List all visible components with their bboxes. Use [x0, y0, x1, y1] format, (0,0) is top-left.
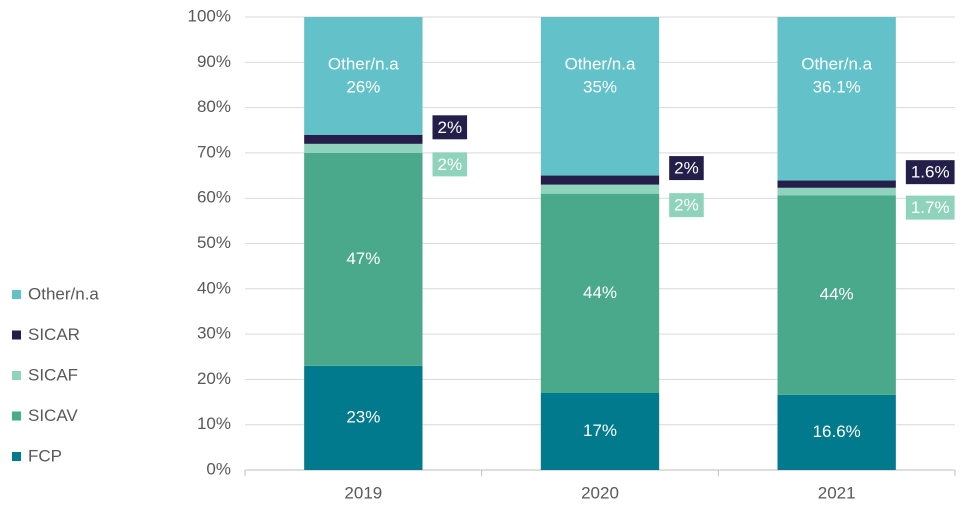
data-label: 47%	[346, 249, 380, 268]
series-name-label: Other/n.a	[565, 54, 636, 73]
y-tick-label: 0%	[206, 459, 231, 478]
y-tick-label: 20%	[197, 369, 231, 388]
data-label: 1.6%	[911, 163, 950, 182]
y-tick-label: 10%	[197, 414, 231, 433]
data-label: 23%	[346, 407, 380, 426]
y-tick-label: 50%	[197, 233, 231, 252]
bar-segment	[304, 143, 423, 153]
bar-segment	[777, 394, 896, 470]
series-name-label: Other/n.a	[328, 54, 399, 73]
bar-segment	[777, 195, 896, 395]
legend-swatch	[12, 411, 21, 421]
data-label: 36.1%	[813, 77, 861, 96]
legend-label: SICAR	[28, 325, 80, 344]
series-name-label: Other/n.a	[801, 54, 872, 73]
data-label: 2%	[674, 196, 699, 215]
bar-segment	[540, 184, 660, 194]
bar-segment	[540, 392, 660, 470]
y-tick-label: 30%	[197, 324, 231, 343]
legend-swatch	[12, 452, 21, 461]
bar-segment	[304, 134, 423, 144]
x-tick-label: 2021	[818, 483, 856, 502]
bar-segment	[540, 193, 660, 393]
data-label: 17%	[583, 421, 617, 440]
x-tick-label: 2019	[344, 483, 382, 502]
legend-label: FCP	[28, 446, 62, 465]
data-label: 1.7%	[911, 198, 950, 217]
data-label: 16.6%	[813, 422, 861, 441]
x-tick-label: 2020	[581, 483, 619, 502]
legend-label: Other/n.a	[28, 284, 99, 303]
legend-swatch	[12, 290, 21, 299]
y-tick-label: 40%	[197, 278, 231, 297]
bar-segment	[304, 365, 423, 470]
data-label-box	[432, 115, 468, 140]
data-label-box	[669, 193, 704, 218]
data-label: 35%	[583, 77, 617, 96]
data-label: 2%	[674, 159, 699, 178]
y-tick-label: 70%	[197, 142, 231, 161]
bar-segment	[777, 180, 896, 188]
legend-swatch	[12, 330, 21, 340]
bar-segment	[540, 17, 660, 176]
y-tick-label: 90%	[197, 52, 231, 71]
legend-label: SICAF	[28, 365, 78, 384]
y-tick-label: 60%	[197, 188, 231, 207]
data-label: 44%	[820, 285, 854, 304]
bar-segment	[304, 17, 423, 135]
data-label-box	[905, 195, 955, 220]
bar-segment	[304, 152, 423, 366]
bar-segment	[777, 17, 896, 181]
data-label: 44%	[583, 283, 617, 302]
data-label: 2%	[438, 118, 463, 137]
data-label-box	[432, 152, 468, 177]
legend-label: SICAV	[28, 406, 78, 425]
data-label: 26%	[346, 77, 380, 96]
data-label-box	[905, 160, 955, 185]
legend-swatch	[12, 371, 21, 380]
y-tick-label: 100%	[188, 6, 231, 25]
data-label-box	[669, 156, 704, 181]
data-label: 2%	[438, 155, 463, 174]
y-tick-label: 80%	[197, 97, 231, 116]
bar-segment	[540, 175, 660, 185]
bar-segment	[777, 187, 896, 196]
